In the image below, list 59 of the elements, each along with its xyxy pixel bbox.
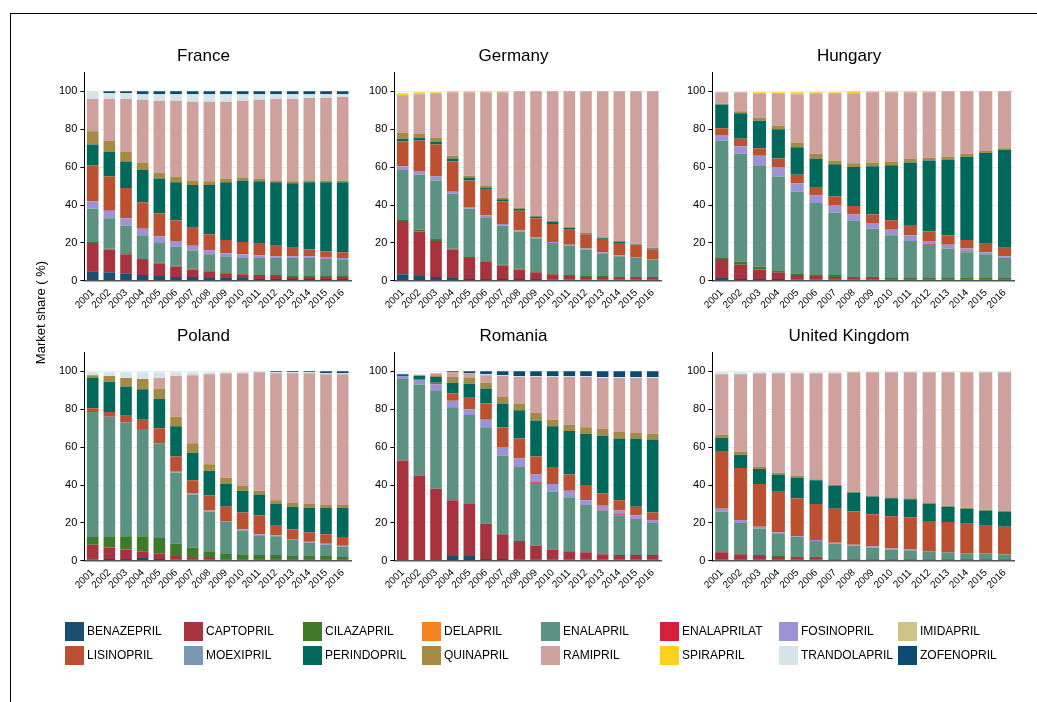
y-tick-label: 40: [65, 478, 78, 491]
y-tick-label: 40: [375, 198, 388, 211]
y-tick-label: 100: [368, 364, 388, 377]
y-tick-label: 20: [375, 235, 388, 248]
y-tick-label: 0: [381, 553, 388, 566]
y-tick-label: 100: [686, 84, 706, 97]
chart-title: Poland: [177, 325, 230, 345]
y-tick-label: 80: [65, 122, 78, 135]
y-tick-label: 60: [693, 160, 706, 173]
legend-label: ENALAPRIL: [563, 624, 630, 638]
y-tick-label: 0: [381, 273, 388, 286]
legend-label: MOEXIPRIL: [206, 648, 272, 662]
legend-label: ZOFENOPRIL: [920, 648, 997, 662]
y-tick-label: 80: [375, 402, 388, 415]
y-tick-label: 40: [65, 198, 78, 211]
legend-label: DELAPRIL: [444, 624, 503, 638]
y-tick-label: 100: [58, 84, 78, 97]
y-tick-label: 20: [65, 235, 78, 248]
y-tick-label: 0: [71, 273, 78, 286]
legend-label: ENALAPRILAT: [682, 624, 763, 638]
y-tick-label: 20: [375, 515, 388, 528]
legend-label: IMIDAPRIL: [920, 624, 981, 638]
chart-title: Hungary: [816, 45, 882, 65]
y-tick-label: 0: [71, 553, 78, 566]
y-tick-label: 60: [693, 440, 706, 453]
y-tick-label: 20: [693, 235, 706, 248]
legend-label: QUINAPRIL: [444, 648, 509, 662]
y-tick-label: 0: [699, 273, 706, 286]
y-tick-label: 60: [65, 160, 78, 173]
legend-label: PERINDOPRIL: [325, 648, 407, 662]
y-tick-label: 80: [693, 402, 706, 415]
legend-label: SPIRAPRIL: [682, 648, 745, 662]
y-tick-label: 100: [686, 364, 706, 377]
y-tick-label: 20: [65, 515, 78, 528]
legend-label: TRANDOLAPRIL: [801, 648, 894, 662]
legend-label: BENAZEPRIL: [87, 624, 162, 638]
legend-label: CILAZAPRIL: [325, 624, 394, 638]
y-tick-label: 60: [65, 440, 78, 453]
y-tick-label: 80: [693, 122, 706, 135]
y-tick-label: 100: [58, 364, 78, 377]
y-tick-label: 40: [693, 198, 706, 211]
y-tick-label: 100: [368, 84, 388, 97]
y-tick-label: 80: [65, 402, 78, 415]
legend-label: CAPTOPRIL: [206, 624, 274, 638]
chart-title: United Kingdom: [788, 325, 910, 345]
y-tick-label: 60: [375, 440, 388, 453]
y-axis-title: Market share ( %): [32, 259, 48, 367]
legend-label: FOSINOPRIL: [801, 624, 874, 638]
chart-title: Romania: [479, 325, 549, 345]
y-tick-label: 80: [375, 122, 388, 135]
legend-label: RAMIPRIL: [563, 648, 620, 662]
y-tick-label: 20: [693, 515, 706, 528]
y-tick-label: 60: [375, 160, 388, 173]
y-tick-label: 0: [699, 553, 706, 566]
y-tick-label: 40: [375, 478, 388, 491]
chart-title: Germany: [478, 45, 549, 65]
chart-title: France: [177, 45, 230, 65]
y-tick-label: 40: [693, 478, 706, 491]
legend-label: LISINOPRIL: [87, 648, 154, 662]
